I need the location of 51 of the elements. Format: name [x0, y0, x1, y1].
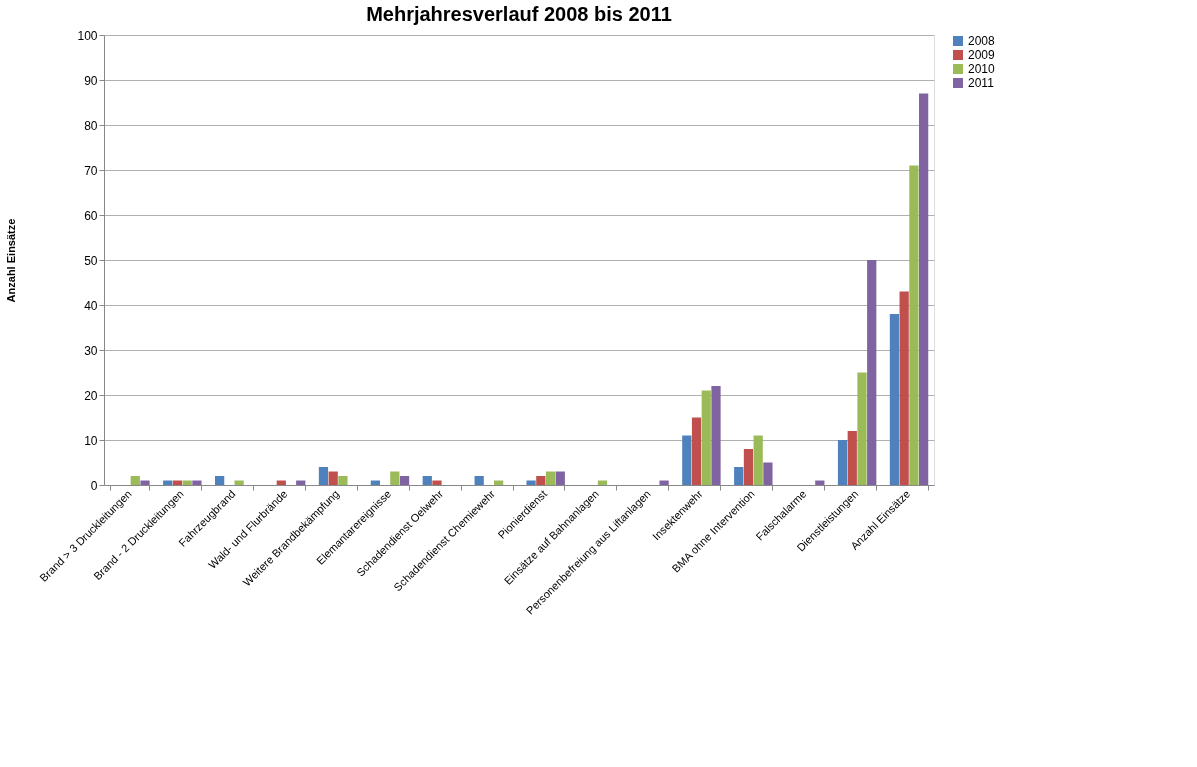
bar	[526, 480, 536, 485]
bar	[682, 435, 692, 485]
bar	[734, 467, 744, 485]
bar	[130, 476, 140, 485]
bar	[338, 476, 348, 485]
legend-label: 2008	[968, 34, 996, 48]
bar	[701, 390, 711, 485]
chart-title: Mehrjahresverlauf 2008 bis 2011	[366, 3, 672, 25]
legend-label: 2011	[968, 76, 995, 90]
bar	[659, 480, 669, 485]
y-tick-label: 40	[84, 298, 98, 313]
bar	[192, 480, 202, 485]
bar	[857, 372, 867, 485]
bar	[909, 165, 919, 485]
bar	[390, 471, 400, 485]
bar	[899, 291, 909, 485]
y-tick-label: 100	[77, 28, 98, 43]
bar	[753, 435, 763, 485]
y-axis-title: Anzahl Einsätze	[5, 218, 18, 303]
bar	[328, 471, 338, 485]
bar	[318, 467, 329, 485]
y-tick-label: 50	[84, 253, 98, 268]
bar	[432, 480, 442, 485]
bar	[743, 449, 754, 485]
bar	[474, 476, 484, 485]
bar	[422, 476, 432, 485]
y-tick-label: 20	[84, 388, 98, 403]
legend-label: 2010	[968, 62, 996, 76]
y-tick-label: 0	[90, 478, 98, 493]
y-tick-label: 90	[84, 73, 98, 88]
bar	[215, 476, 225, 485]
bar	[545, 471, 556, 485]
bar	[763, 462, 773, 485]
legend-label: 2009	[968, 48, 996, 62]
bar	[867, 260, 877, 485]
bar	[555, 471, 565, 485]
bar	[847, 431, 857, 485]
bar	[711, 386, 721, 485]
bar	[889, 314, 900, 485]
bar	[234, 480, 244, 485]
bar	[837, 440, 848, 485]
bar	[536, 476, 546, 485]
bar	[919, 93, 929, 485]
bar	[399, 476, 410, 485]
bar	[140, 480, 150, 485]
y-tick-label: 70	[84, 163, 98, 178]
bar	[691, 417, 702, 485]
y-tick-label: 10	[84, 433, 98, 448]
y-tick-label: 30	[84, 343, 98, 358]
y-tick-label: 60	[84, 208, 98, 223]
y-tick-label: 80	[84, 118, 98, 133]
